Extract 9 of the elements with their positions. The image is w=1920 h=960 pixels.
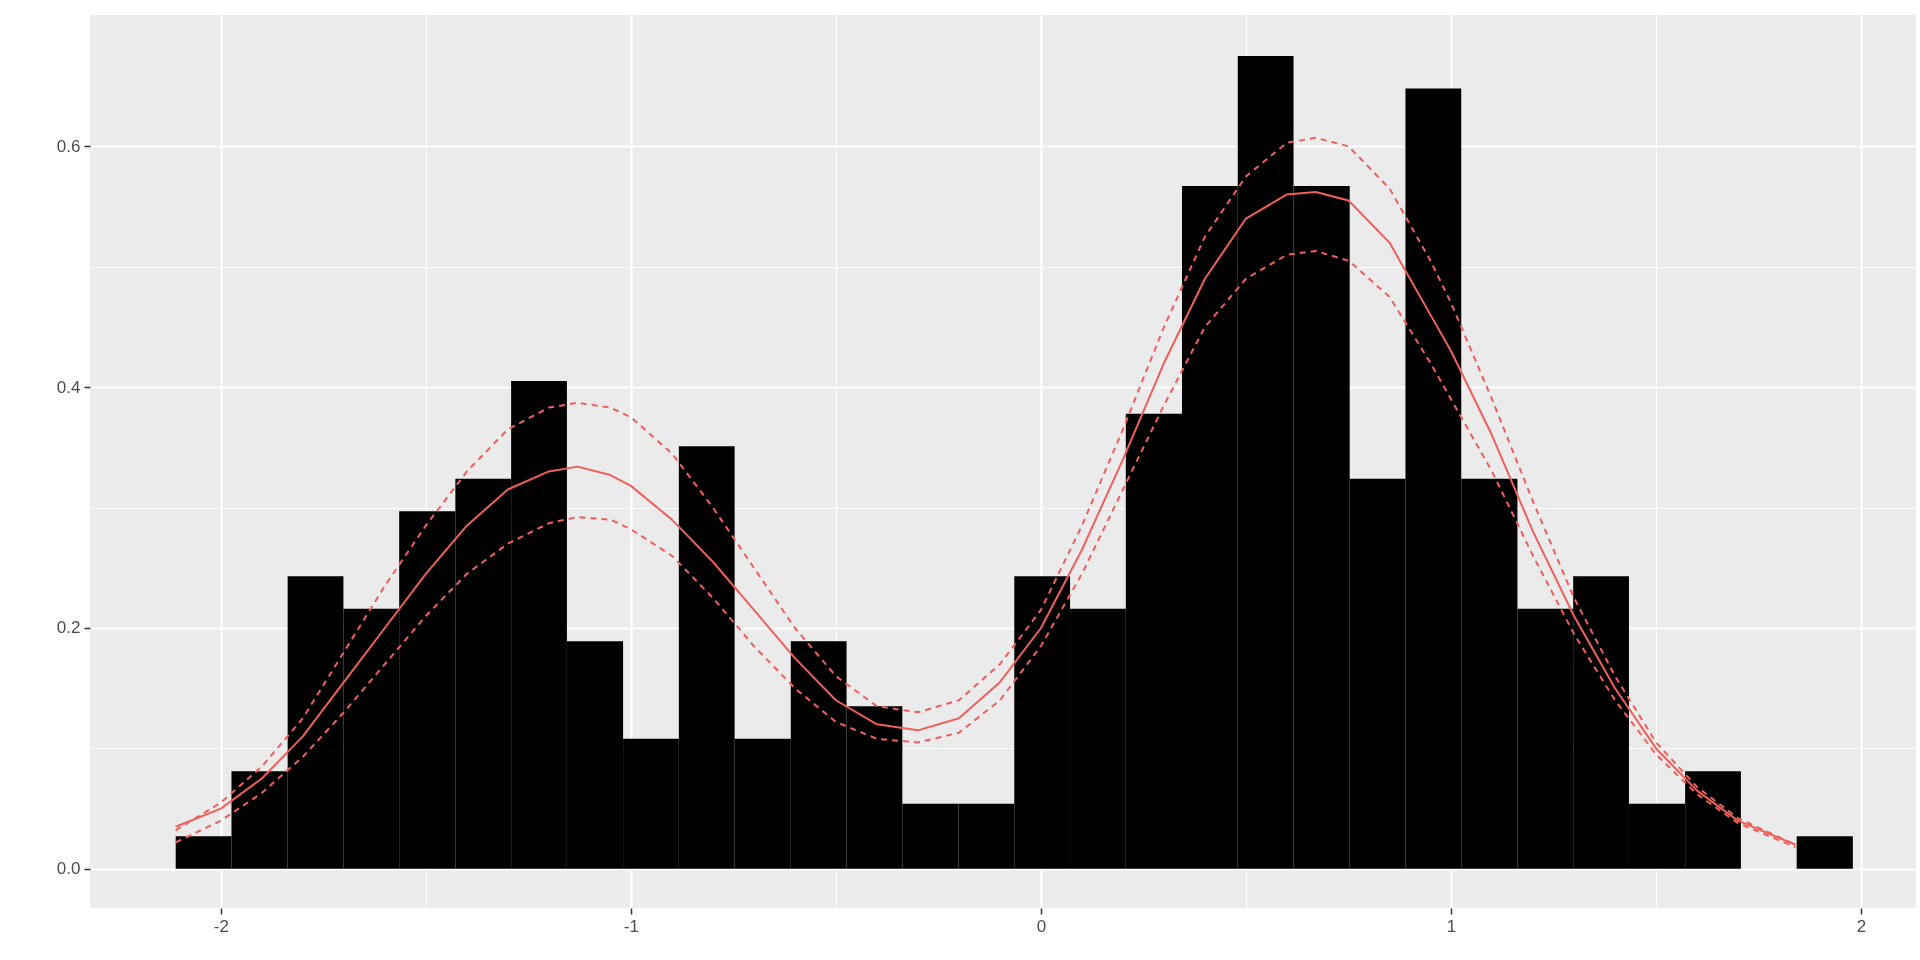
x-tick-label: 2 (1856, 916, 1867, 936)
y-tick-label: 0.6 (56, 136, 81, 156)
y-tick-label: 0.4 (56, 377, 81, 397)
x-tick-label: 1 (1446, 916, 1457, 936)
x-tick-label: -2 (213, 916, 229, 936)
y-tick-label: 0.0 (56, 859, 81, 879)
x-tick-label: 0 (1036, 916, 1047, 936)
y-tick-label: 0.2 (56, 618, 81, 638)
x-tick-label: -1 (623, 916, 639, 936)
